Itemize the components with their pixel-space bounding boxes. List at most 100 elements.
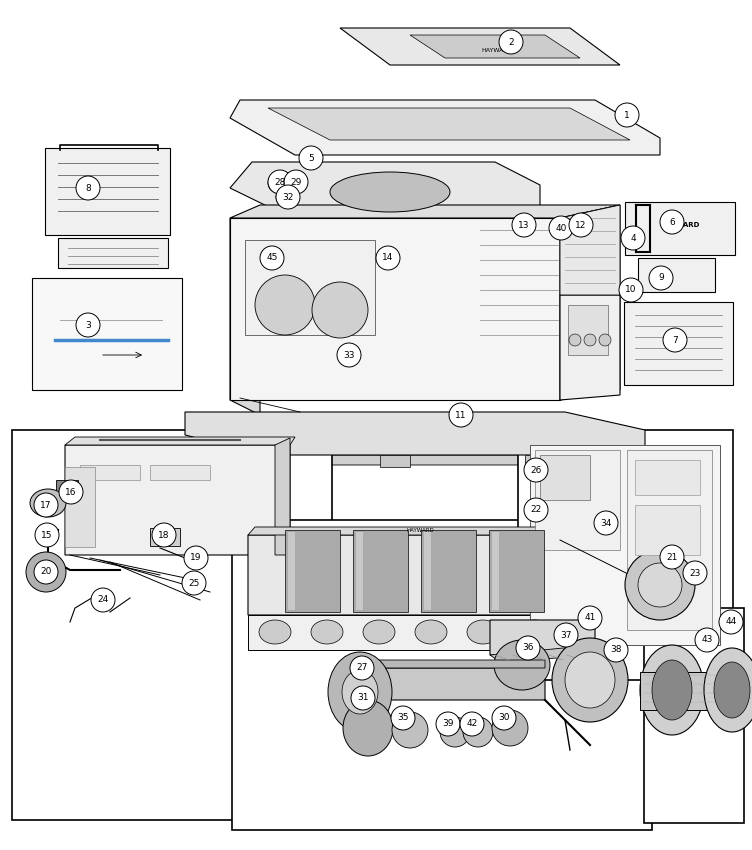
Ellipse shape <box>328 652 392 732</box>
Bar <box>56 480 78 496</box>
Circle shape <box>554 623 578 647</box>
Text: 31: 31 <box>357 694 368 702</box>
Circle shape <box>276 187 296 207</box>
Bar <box>80 465 140 480</box>
Circle shape <box>594 511 618 535</box>
Ellipse shape <box>392 712 428 748</box>
Bar <box>644 608 744 823</box>
Text: 41: 41 <box>584 614 596 622</box>
Circle shape <box>34 493 58 517</box>
Circle shape <box>719 610 743 634</box>
Text: 10: 10 <box>625 286 637 294</box>
Text: 33: 33 <box>343 350 355 360</box>
Circle shape <box>569 213 593 237</box>
Circle shape <box>492 706 516 730</box>
Polygon shape <box>185 435 645 465</box>
Circle shape <box>283 173 303 193</box>
Circle shape <box>59 480 83 504</box>
Circle shape <box>152 523 176 547</box>
Text: 16: 16 <box>65 488 77 496</box>
Text: 43: 43 <box>702 636 713 644</box>
Ellipse shape <box>519 620 551 644</box>
Circle shape <box>351 686 375 710</box>
Text: 1: 1 <box>624 110 630 120</box>
Ellipse shape <box>415 620 447 644</box>
Bar <box>535 450 620 550</box>
Circle shape <box>569 334 581 346</box>
Text: 29: 29 <box>290 178 302 186</box>
Bar <box>635 460 700 495</box>
Ellipse shape <box>440 717 470 747</box>
Polygon shape <box>560 295 620 400</box>
Circle shape <box>76 313 100 337</box>
Ellipse shape <box>640 645 704 735</box>
Text: HAYWARD: HAYWARD <box>481 48 513 53</box>
Ellipse shape <box>467 620 499 644</box>
Circle shape <box>260 246 284 270</box>
Polygon shape <box>248 615 590 650</box>
Text: 14: 14 <box>382 253 394 263</box>
Ellipse shape <box>552 638 628 722</box>
Circle shape <box>619 278 643 302</box>
Text: 24: 24 <box>97 596 108 604</box>
Circle shape <box>299 146 323 170</box>
Polygon shape <box>560 205 620 400</box>
Text: 40: 40 <box>555 224 567 233</box>
Text: 45: 45 <box>266 253 277 263</box>
Ellipse shape <box>652 660 692 720</box>
Ellipse shape <box>255 275 315 335</box>
Polygon shape <box>248 528 590 615</box>
Text: 20: 20 <box>41 568 52 576</box>
Bar <box>245 240 375 335</box>
Text: 22: 22 <box>530 506 541 514</box>
Polygon shape <box>65 438 290 555</box>
Polygon shape <box>625 202 735 255</box>
Circle shape <box>663 328 687 352</box>
Text: 9: 9 <box>658 274 664 282</box>
Circle shape <box>284 170 308 194</box>
Ellipse shape <box>330 172 450 212</box>
Circle shape <box>337 343 361 367</box>
Text: 6: 6 <box>669 218 675 226</box>
Polygon shape <box>355 660 545 668</box>
Text: 3: 3 <box>85 320 91 330</box>
Polygon shape <box>58 238 168 268</box>
Text: 13: 13 <box>518 220 529 230</box>
Circle shape <box>268 170 292 194</box>
Text: 18: 18 <box>158 530 170 540</box>
Polygon shape <box>185 412 645 455</box>
Circle shape <box>91 588 115 612</box>
Circle shape <box>268 173 288 193</box>
Circle shape <box>524 458 548 482</box>
Polygon shape <box>421 530 476 612</box>
Circle shape <box>449 403 473 427</box>
Circle shape <box>460 712 484 736</box>
Text: 35: 35 <box>397 713 409 722</box>
Bar <box>380 455 410 467</box>
Bar <box>540 455 590 500</box>
Circle shape <box>34 560 58 584</box>
Polygon shape <box>230 205 620 218</box>
Circle shape <box>695 628 719 652</box>
Ellipse shape <box>311 620 343 644</box>
Text: 7: 7 <box>672 336 678 344</box>
Polygon shape <box>275 438 290 555</box>
Text: 38: 38 <box>611 645 622 654</box>
Text: 39: 39 <box>442 719 453 728</box>
Polygon shape <box>490 620 595 655</box>
Bar <box>150 465 210 480</box>
Text: 2: 2 <box>508 37 514 47</box>
Text: 5: 5 <box>308 154 314 162</box>
Circle shape <box>604 638 628 662</box>
Polygon shape <box>65 437 295 445</box>
Circle shape <box>615 103 639 127</box>
Ellipse shape <box>494 640 550 690</box>
Circle shape <box>512 213 536 237</box>
Ellipse shape <box>492 710 528 746</box>
Circle shape <box>184 546 208 570</box>
Text: 4: 4 <box>630 234 635 242</box>
Bar <box>525 455 555 467</box>
Text: 36: 36 <box>522 643 534 653</box>
Circle shape <box>584 334 596 346</box>
Circle shape <box>549 216 573 240</box>
